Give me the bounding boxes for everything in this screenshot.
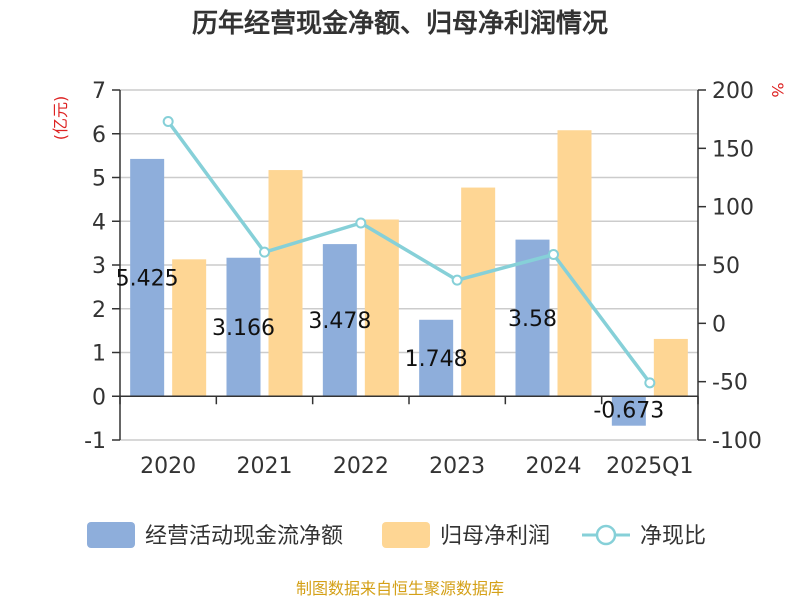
bar-operating-cashflow xyxy=(322,244,357,397)
ratio-point xyxy=(451,274,463,286)
right-tick-label: 200 xyxy=(712,79,754,104)
ratio-point xyxy=(355,217,367,229)
legend-swatch-operating-cashflow xyxy=(87,522,135,548)
left-tick-label: 1 xyxy=(92,342,106,367)
right-tick-label: -100 xyxy=(712,429,762,454)
bar-net-profit xyxy=(268,170,303,397)
right-axis-unit: % xyxy=(768,82,787,97)
bar-value-label: -0.673 xyxy=(593,399,664,424)
ratio-point xyxy=(644,377,656,389)
x-tick-label: 2021 xyxy=(237,454,293,479)
bar-net-profit xyxy=(461,187,496,397)
legend-swatch-net-profit xyxy=(382,522,430,548)
left-tick-label: -1 xyxy=(84,429,106,454)
right-tick-label: 50 xyxy=(712,254,740,279)
x-tick-label: 2023 xyxy=(429,454,485,479)
x-tick-label: 2022 xyxy=(333,454,389,479)
right-tick-label: 100 xyxy=(712,196,754,221)
x-tick-label: 2025Q1 xyxy=(606,454,693,479)
tick-labels: -1 0 1 2 3 4 5 6 7 -100 -50 0 50 100 150 200 2020 2021 202… xyxy=(84,79,762,479)
legend-marker-ratio xyxy=(595,524,617,546)
right-tick-label: -50 xyxy=(712,371,748,396)
bar-net-profit xyxy=(172,259,207,397)
ratio-point xyxy=(548,249,559,260)
x-tick-label: 2024 xyxy=(526,454,582,479)
legend-label-ratio: 净现比 xyxy=(640,524,706,549)
left-tick-label: 2 xyxy=(92,298,106,323)
left-tick-label: 6 xyxy=(92,123,106,148)
left-axis-unit: (亿元) xyxy=(51,96,70,141)
bar-net-profit xyxy=(364,219,399,397)
right-tick-label: 0 xyxy=(712,312,726,337)
left-tick-label: 4 xyxy=(92,210,106,235)
left-tick-label: 7 xyxy=(92,79,106,104)
bar-operating-cashflow xyxy=(130,158,165,397)
bar-net-profit xyxy=(557,130,592,397)
legend: 经营活动现金流净额 归母净利润 净现比 xyxy=(87,522,706,549)
left-tick-label: 3 xyxy=(92,254,106,279)
bar-value-label: 3.166 xyxy=(212,316,275,341)
axes-group xyxy=(112,89,706,441)
ratio-line xyxy=(166,120,652,384)
grid-lines xyxy=(120,89,698,441)
x-tick-label: 2020 xyxy=(140,454,196,479)
ratio-point xyxy=(162,116,174,127)
data-labels: 5.425 3.166 3.478 1.748 3.58 -0.673 xyxy=(116,267,665,424)
right-tick-label: 150 xyxy=(712,137,754,162)
bar-operating-cashflow xyxy=(611,396,646,426)
bars-group xyxy=(130,130,688,426)
ratio-line-group xyxy=(162,116,656,389)
legend-label-net-profit: 归母净利润 xyxy=(440,524,550,549)
ratio-point xyxy=(259,246,270,258)
bar-net-profit xyxy=(653,338,688,397)
left-tick-label: 0 xyxy=(92,385,106,410)
left-tick-label: 5 xyxy=(92,167,106,192)
source-note: 制图数据来自恒生聚源数据库 xyxy=(296,579,504,598)
bar-operating-cashflow xyxy=(419,319,454,397)
bar-operating-cashflow xyxy=(515,239,550,397)
bar-value-label: 3.478 xyxy=(308,309,371,334)
bar-operating-cashflow xyxy=(226,257,261,397)
legend-label-operating-cashflow: 经营活动现金流净额 xyxy=(145,524,343,549)
bar-value-label: 1.748 xyxy=(405,347,468,372)
chart-title: 历年经营现金净额、归母净利润情况 xyxy=(192,8,608,39)
bar-value-label: 5.425 xyxy=(116,267,179,292)
bar-value-label: 3.58 xyxy=(508,307,557,332)
